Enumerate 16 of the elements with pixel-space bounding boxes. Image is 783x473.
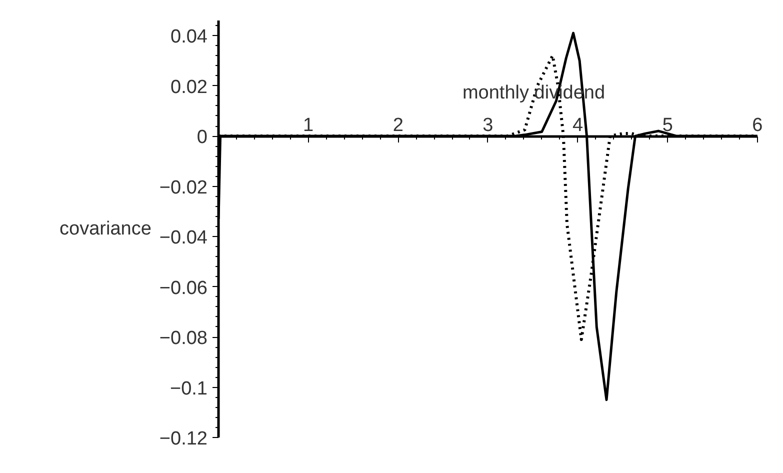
y-axis-title: covariance — [60, 218, 152, 240]
y-tick-label: −0.1 — [170, 378, 208, 400]
x-tick-label: 4 — [572, 115, 584, 136]
y-tick-label: −0.02 — [159, 177, 208, 198]
x-tick-label: 6 — [752, 115, 763, 136]
y-tick-label: −0.06 — [159, 278, 208, 299]
y-tick-label: −0.08 — [159, 328, 208, 350]
y-tick-label: −0.04 — [159, 228, 208, 249]
y-tick-label: −0.12 — [159, 428, 208, 450]
x-tick-label: 1 — [303, 115, 314, 136]
y-tick-label: 0 — [196, 127, 208, 148]
y-tick-label: 0.04 — [170, 26, 208, 48]
y-tick-label: 0.02 — [170, 76, 208, 98]
x-tick-label: 2 — [392, 115, 404, 136]
x-tick-label: 3 — [482, 115, 494, 136]
x-tick-label: 5 — [662, 115, 673, 136]
